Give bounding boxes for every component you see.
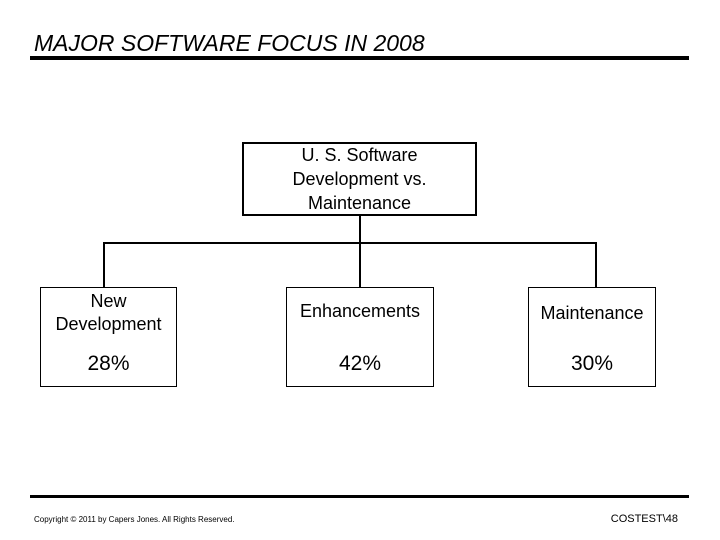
copyright-notice: Copyright © 2011 by Capers Jones. All Ri… [34, 515, 235, 524]
node-maintenance: Maintenance 30% [528, 287, 656, 387]
connector-horizontal-bar [103, 242, 597, 244]
node-new-development-label-line-2: Development [55, 314, 162, 334]
node-maintenance-value: 30% [570, 352, 614, 375]
node-enhancements-value: 42% [338, 352, 382, 375]
node-enhancements-label: Enhancements [299, 301, 421, 321]
node-new-development-label-line-1: New [90, 291, 127, 311]
node-maintenance-label: Maintenance [540, 303, 644, 323]
connector-root-stem [359, 216, 361, 243]
connector-drop-left [103, 242, 105, 287]
root-node: U. S. Software Development vs. Maintenan… [242, 142, 477, 216]
slide-title: MAJOR SOFTWARE FOCUS IN 2008 [34, 30, 425, 56]
connector-drop-center [359, 242, 361, 287]
root-node-line-2: Development vs. [292, 169, 427, 189]
footer-divider [30, 495, 689, 498]
slide-reference: COSTEST\48 [610, 513, 678, 525]
node-new-development-value: 28% [87, 352, 130, 375]
node-new-development-label: New Development [41, 290, 176, 336]
title-divider [30, 56, 689, 60]
root-node-line-3: Maintenance [307, 193, 412, 213]
connector-drop-right [595, 242, 597, 287]
node-new-development: New Development 28% [40, 287, 177, 387]
root-node-line-1: U. S. Software [301, 145, 418, 165]
node-enhancements: Enhancements 42% [286, 287, 434, 387]
